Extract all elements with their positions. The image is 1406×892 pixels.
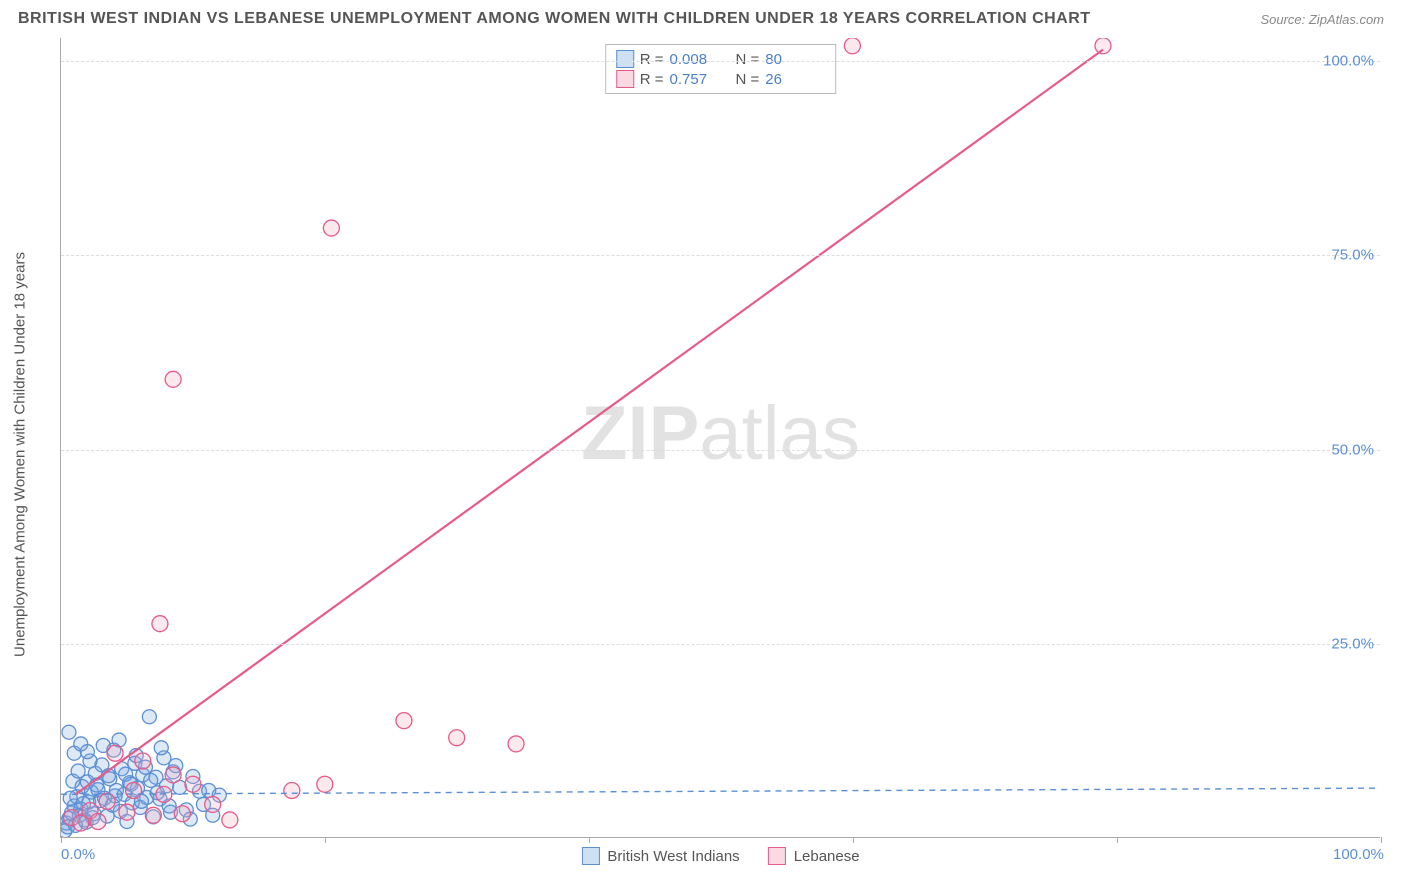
x-tick-label: 100.0%: [1333, 846, 1384, 863]
r-value: 0.008: [670, 51, 716, 68]
source-attribution: Source: ZipAtlas.com: [1260, 12, 1384, 27]
y-tick-label: 100.0%: [1323, 53, 1374, 70]
pink-data-point: [396, 713, 412, 729]
series-legend-item: Lebanese: [768, 847, 860, 865]
pink-data-point: [1095, 38, 1111, 54]
pink-data-point: [126, 782, 142, 798]
pink-data-point: [508, 736, 524, 752]
gridline: [61, 255, 1380, 256]
pink-data-point: [152, 616, 168, 632]
blue-data-point: [71, 764, 85, 778]
legend-swatch: [616, 70, 634, 88]
y-tick-label: 50.0%: [1331, 441, 1374, 458]
pink-data-point: [185, 776, 201, 792]
pink-data-point: [145, 807, 161, 823]
pink-data-point: [165, 371, 181, 387]
n-value: 26: [765, 71, 811, 88]
pink-data-point: [174, 806, 190, 822]
gridline: [61, 450, 1380, 451]
y-axis-label: Unemployment Among Women with Children U…: [12, 252, 29, 657]
x-tick: [853, 837, 854, 843]
series-legend: British West Indians Lebanese: [581, 847, 859, 865]
x-tick: [589, 837, 590, 843]
pink-data-point: [222, 812, 238, 828]
y-tick-label: 25.0%: [1331, 635, 1374, 652]
pink-data-point: [165, 767, 181, 783]
blue-data-point: [62, 725, 76, 739]
gridline: [61, 61, 1380, 62]
legend-swatch: [581, 847, 599, 865]
chart-title: BRITISH WEST INDIAN VS LEBANESE UNEMPLOY…: [18, 10, 1091, 28]
blue-data-point: [144, 773, 158, 787]
pink-data-point: [844, 38, 860, 54]
correlation-legend: R = 0.008 N = 80 R = 0.757 N = 26: [605, 44, 837, 94]
pink-data-point: [99, 793, 115, 809]
x-tick: [1117, 837, 1118, 843]
blue-data-point: [154, 741, 168, 755]
blue-trend-line: [61, 788, 1380, 794]
n-label: N =: [736, 51, 760, 68]
legend-row: R = 0.757 N = 26: [616, 69, 826, 89]
chart-container: BRITISH WEST INDIAN VS LEBANESE UNEMPLOY…: [0, 0, 1406, 892]
series-label: British West Indians: [607, 848, 739, 865]
pink-data-point: [135, 753, 151, 769]
r-label: R =: [640, 71, 664, 88]
r-value: 0.757: [670, 71, 716, 88]
pink-data-point: [205, 796, 221, 812]
x-tick: [1381, 837, 1382, 843]
pink-data-point: [449, 730, 465, 746]
series-label: Lebanese: [794, 848, 860, 865]
x-tick-label: 0.0%: [61, 846, 95, 863]
series-legend-item: British West Indians: [581, 847, 739, 865]
n-label: N =: [736, 71, 760, 88]
pink-data-point: [90, 813, 106, 829]
n-value: 80: [765, 51, 811, 68]
pink-data-point: [107, 745, 123, 761]
y-tick-label: 75.0%: [1331, 247, 1374, 264]
pink-trend-line: [76, 50, 1104, 795]
legend-swatch: [616, 50, 634, 68]
pink-data-point: [323, 220, 339, 236]
legend-row: R = 0.008 N = 80: [616, 49, 826, 69]
plot-area: ZIPatlas R =0.008N =80R =0.757N =26 Brit…: [60, 38, 1380, 838]
pink-data-point: [284, 782, 300, 798]
pink-data-point: [317, 776, 333, 792]
gridline: [61, 644, 1380, 645]
pink-data-point: [119, 804, 135, 820]
scatter-plot: [61, 38, 1380, 837]
r-label: R =: [640, 51, 664, 68]
x-tick: [325, 837, 326, 843]
blue-data-point: [142, 710, 156, 724]
x-tick: [61, 837, 62, 843]
legend-swatch: [768, 847, 786, 865]
blue-data-point: [80, 745, 94, 759]
